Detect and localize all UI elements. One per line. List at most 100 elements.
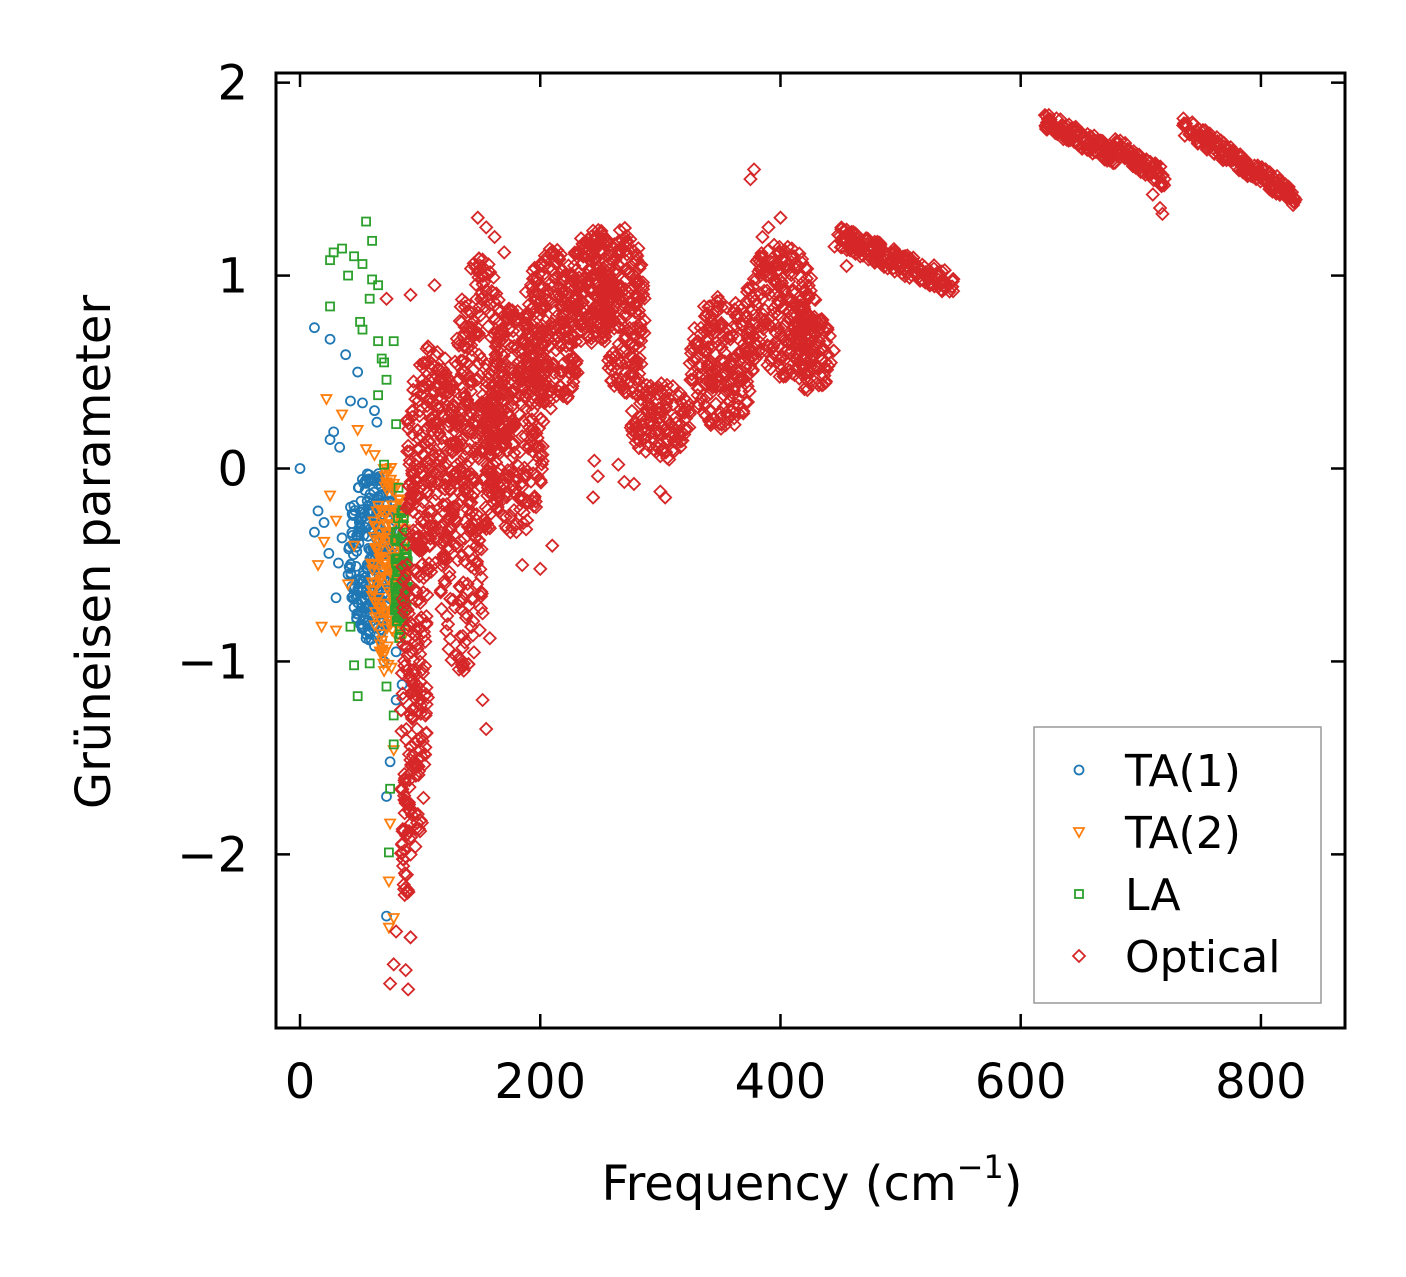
- data-point-optical: [472, 328, 487, 344]
- data-point-optical: [395, 858, 411, 874]
- data-point-ta-2: [329, 515, 343, 528]
- data-point-optical: [740, 378, 755, 394]
- data-point-optical: [611, 457, 626, 472]
- data-point-optical: [643, 425, 659, 441]
- data-point-optical: [697, 309, 713, 324]
- data-point-optical: [400, 602, 415, 617]
- data-point-optical: [512, 407, 528, 423]
- data-point-optical: [627, 305, 643, 320]
- data-point-optical: [404, 644, 419, 660]
- plot-frame: [274, 71, 1347, 1030]
- data-point-optical: [698, 345, 714, 360]
- data-point-optical: [603, 357, 619, 373]
- data-point-optical: [1140, 162, 1156, 177]
- data-point-optical: [520, 321, 535, 337]
- data-point-optical: [492, 409, 508, 425]
- data-point-la: [393, 482, 404, 493]
- data-point-optical: [1225, 144, 1241, 159]
- data-point-optical: [707, 318, 722, 334]
- data-point-optical: [467, 425, 482, 441]
- data-point-optical: [1269, 175, 1285, 190]
- data-point-optical: [904, 257, 920, 273]
- data-point-optical: [773, 210, 788, 225]
- data-point-optical: [703, 313, 719, 328]
- data-point-optical: [414, 373, 430, 388]
- data-point-optical: [531, 393, 547, 408]
- data-point-optical: [451, 410, 467, 425]
- data-point-ta-1: [349, 505, 361, 516]
- data-point-ta-1: [333, 557, 344, 569]
- data-point-ta-2: [315, 621, 329, 634]
- data-point-ta-1: [390, 694, 402, 706]
- data-point-optical: [530, 430, 545, 446]
- data-point-optical: [420, 404, 436, 420]
- data-point-la: [337, 243, 347, 254]
- data-point-optical: [1099, 149, 1114, 164]
- data-point-optical: [1142, 166, 1157, 181]
- data-point-ta-1: [364, 492, 376, 504]
- data-point-ta-1: [330, 592, 342, 604]
- data-point-optical: [1182, 127, 1197, 142]
- data-point-optical: [469, 291, 484, 307]
- data-point-ta-2: [373, 527, 387, 540]
- data-point-la: [379, 357, 390, 368]
- data-point-ta-1: [334, 441, 346, 453]
- data-point-optical: [613, 278, 629, 294]
- data-point-optical: [555, 294, 571, 310]
- data-point-optical: [637, 325, 652, 341]
- data-point-optical: [587, 453, 602, 469]
- data-point-optical: [521, 373, 537, 388]
- data-point-optical: [500, 312, 516, 328]
- data-point-optical: [767, 272, 783, 287]
- data-point-optical: [548, 266, 563, 281]
- data-point-optical: [1038, 120, 1054, 136]
- data-point-ta-2: [367, 450, 382, 462]
- data-point-optical: [800, 353, 816, 369]
- data-point-optical: [434, 550, 450, 566]
- data-point-optical: [635, 281, 651, 297]
- data-point-optical: [457, 483, 473, 499]
- data-point-optical: [586, 328, 601, 344]
- data-point-optical: [394, 723, 409, 739]
- data-point-optical: [771, 352, 787, 367]
- data-point-ta-2: [382, 616, 396, 628]
- data-point-ta-2: [375, 629, 389, 641]
- data-point-optical: [691, 381, 707, 396]
- data-point-ta-2: [380, 583, 394, 596]
- data-point-optical: [652, 409, 668, 425]
- data-point-optical: [484, 364, 500, 379]
- data-point-optical: [421, 562, 436, 578]
- data-point-optical: [622, 335, 638, 351]
- data-point-optical: [481, 257, 496, 272]
- data-point-optical: [791, 317, 807, 333]
- data-point-optical: [798, 339, 813, 355]
- data-point-optical: [488, 351, 503, 367]
- data-point-ta-2: [373, 576, 387, 589]
- data-point-optical: [733, 371, 748, 386]
- data-point-optical: [615, 295, 631, 310]
- data-point-optical: [543, 401, 559, 416]
- data-point-ta-2: [368, 543, 382, 556]
- data-point-optical: [874, 257, 890, 272]
- data-point-optical: [458, 441, 473, 457]
- data-point-optical: [739, 296, 755, 312]
- data-point-optical: [397, 766, 412, 782]
- data-point-optical: [523, 277, 539, 293]
- data-point-optical: [397, 775, 413, 790]
- data-point-la: [357, 324, 368, 335]
- data-point-la: [385, 783, 396, 794]
- data-point-optical: [399, 500, 414, 516]
- data-point-optical: [673, 434, 689, 449]
- data-point-la: [325, 255, 335, 266]
- axis-ticks: 0 200 400 600 800 −2 −1 0 1 2: [177, 56, 1345, 1110]
- data-point-optical: [731, 363, 746, 379]
- data-point-ta-2: [359, 444, 373, 457]
- data-point-optical: [398, 583, 414, 598]
- data-point-la: [379, 459, 390, 470]
- data-point-optical: [638, 444, 654, 459]
- data-point-optical: [650, 386, 665, 402]
- data-point-ta-2: [341, 579, 355, 592]
- data-point-optical: [749, 271, 764, 287]
- data-point-optical: [441, 641, 456, 657]
- data-point-optical: [479, 399, 495, 415]
